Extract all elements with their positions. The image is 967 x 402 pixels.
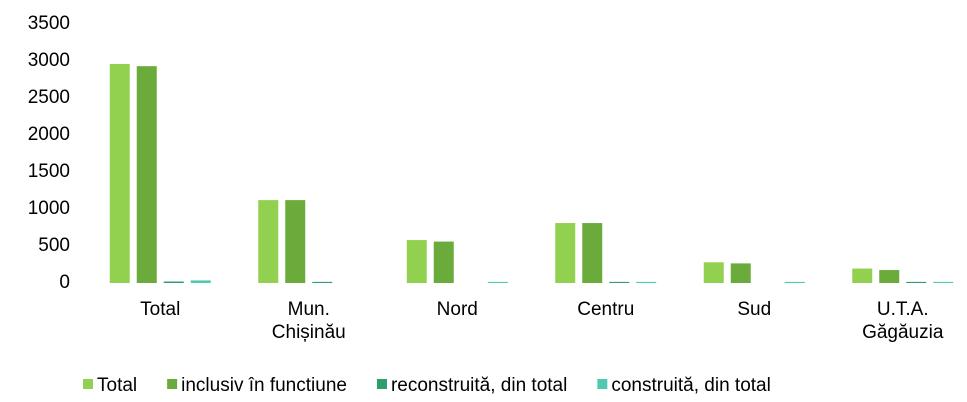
bar bbox=[582, 223, 603, 283]
y-tick-label: 500 bbox=[38, 235, 70, 256]
x-tick-label: Sud bbox=[737, 299, 772, 320]
bar bbox=[433, 241, 454, 283]
bar bbox=[190, 280, 211, 283]
bar bbox=[109, 63, 130, 284]
legend-label: inclusiv în functiune bbox=[181, 375, 347, 396]
bar bbox=[933, 281, 954, 283]
bar bbox=[784, 281, 805, 283]
x-tick-label: Centru bbox=[577, 299, 635, 320]
legend-label: construită, din total bbox=[611, 375, 770, 396]
y-tick-label: 2500 bbox=[28, 87, 70, 108]
x-tick-label: U.T.A. Găgăuzia bbox=[862, 299, 944, 343]
y-tick-label: 2000 bbox=[28, 124, 70, 145]
legend-swatch bbox=[83, 379, 93, 389]
bar bbox=[136, 66, 157, 284]
y-tick-label: 0 bbox=[59, 272, 70, 293]
y-tick-label: 1500 bbox=[28, 161, 70, 182]
legend-swatch bbox=[597, 379, 608, 389]
bar bbox=[879, 270, 900, 283]
bar bbox=[555, 223, 576, 283]
bar bbox=[163, 281, 184, 283]
bar bbox=[258, 200, 279, 283]
legend-swatch bbox=[167, 379, 178, 389]
bar bbox=[636, 281, 657, 283]
x-tick-label: Mun. Chișinău bbox=[271, 299, 346, 343]
x-tick-label: Nord bbox=[436, 299, 478, 320]
x-tick-label: Total bbox=[140, 299, 181, 320]
bar bbox=[609, 281, 630, 283]
bar bbox=[487, 281, 508, 283]
legend-swatch bbox=[376, 379, 387, 389]
bar bbox=[703, 262, 724, 283]
bar bbox=[285, 200, 306, 283]
bar bbox=[312, 281, 333, 283]
y-tick-label: 3000 bbox=[28, 50, 70, 71]
y-tick-label: 3500 bbox=[28, 13, 70, 34]
legend-label: reconstruită, din total bbox=[391, 375, 567, 396]
legend-label: Total bbox=[97, 375, 137, 396]
bar bbox=[406, 240, 427, 283]
bar bbox=[852, 268, 873, 283]
bar bbox=[730, 263, 751, 283]
y-tick-label: 1000 bbox=[28, 198, 70, 219]
bar bbox=[906, 281, 927, 283]
